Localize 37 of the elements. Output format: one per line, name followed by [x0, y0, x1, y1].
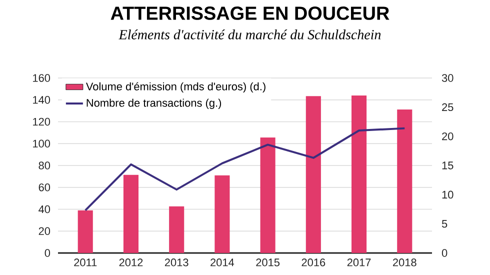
x-tick-label: 2012 [119, 258, 143, 266]
y2-tick-label: 10 [442, 190, 454, 199]
bar [169, 206, 184, 253]
y-tick-label: 140 [33, 96, 50, 104]
x-tick-label: 2018 [392, 258, 416, 266]
y-tick-label: 40 [38, 205, 50, 214]
y2-tick-label: 20 [442, 132, 454, 140]
bar [123, 174, 139, 253]
bar [397, 110, 412, 253]
y-tick-label: 0 [44, 249, 50, 257]
y2-tick-label: 5 [442, 220, 448, 228]
bar [306, 96, 321, 253]
bar [214, 175, 230, 253]
bar [260, 138, 276, 253]
x-tick-label: 2016 [302, 258, 326, 266]
y-tick-label: 160 [33, 74, 50, 82]
y-tick-label: 60 [38, 184, 50, 192]
y-tick-label: 20 [38, 227, 50, 236]
x-tick-label: 2014 [210, 258, 234, 266]
x-tick-label: 2015 [256, 258, 280, 266]
x-tick-label: 2011 [74, 258, 97, 266]
bar [78, 210, 93, 253]
x-tick-label: 2013 [164, 258, 188, 266]
chart-title: ATTERRISSAGE EN DOUCEUR [110, 6, 390, 20]
legend-label: Nombre de transactions (g.) [86, 98, 222, 109]
y2-tick-label: 15 [442, 162, 454, 170]
y2-tick-label: 0 [442, 249, 448, 257]
bar [352, 96, 367, 253]
line-series [84, 127, 406, 212]
chart-subtitle: Eléments d'activité du marché du Schuldschein [118, 30, 381, 40]
y-tick-label: 80 [38, 162, 50, 170]
x-tick-label: 2017 [347, 258, 371, 266]
y2-tick-label: 25 [442, 103, 454, 112]
y-tick-label: 100 [33, 140, 50, 148]
legend-label: Volume d'émission (mds d'euros) (d.) [86, 82, 266, 93]
y-tick-label: 120 [33, 118, 50, 126]
y2-tick-label: 30 [442, 74, 454, 82]
